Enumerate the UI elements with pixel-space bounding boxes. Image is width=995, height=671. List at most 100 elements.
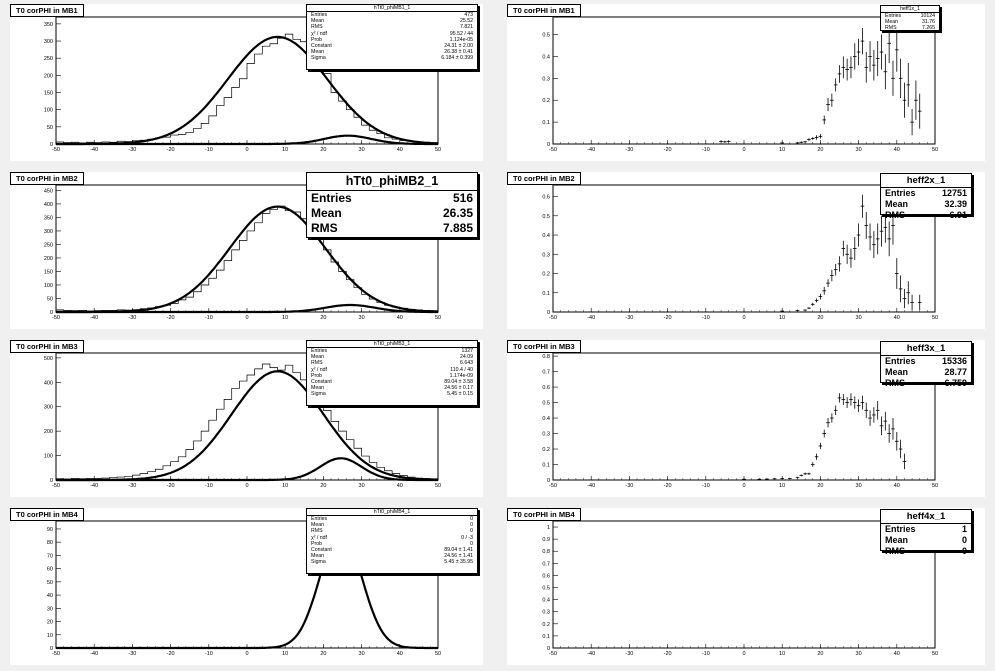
x-tick-label: 30 (856, 315, 862, 321)
data-point (807, 472, 811, 476)
y-tick-label: 0.7 (542, 561, 550, 567)
stats-value: 32.39 (944, 199, 967, 209)
y-tick-label: 0.1 (542, 463, 550, 469)
data-point (799, 141, 804, 144)
x-tick-label: 0 (245, 147, 248, 153)
x-tick-label: -50 (52, 483, 60, 489)
x-tick-label: 40 (397, 483, 403, 489)
data-point (917, 93, 922, 129)
x-tick-label: 20 (817, 483, 823, 489)
stats-value: 0 (470, 516, 473, 522)
x-tick-label: 40 (397, 651, 403, 657)
x-tick-label: 10 (779, 651, 785, 657)
x-tick-label: 10 (282, 315, 288, 321)
data-point (852, 236, 857, 261)
stats-label: Sigma (311, 391, 326, 398)
data-point (803, 309, 807, 311)
data-point (726, 140, 731, 143)
y-tick-label: 200 (44, 429, 53, 435)
chart-panel: -50 -40 -30 -20 -10 0 10 20 30 40 50 50 100 150 200 250… (10, 172, 483, 329)
y-tick-label: 0.5 (542, 401, 550, 407)
x-tick-label: -40 (587, 483, 595, 489)
x-tick-label: 50 (435, 147, 441, 153)
stats-label: Mean (311, 553, 324, 560)
x-tick-label: -10 (702, 315, 710, 321)
data-point (875, 223, 880, 255)
stats-value: 26.35 (442, 206, 473, 220)
stats-label: Constant (311, 43, 332, 50)
stats-value: 516 (452, 191, 473, 205)
data-point (765, 478, 769, 480)
chart-panel: -50 -40 -30 -20 -10 0 10 20 30 40 50 0.1 0.2 0.3 0.4 0.… (507, 4, 985, 161)
data-point (864, 52, 869, 83)
x-tick-label: 10 (779, 147, 785, 153)
y-tick-label: 0.1 (542, 291, 550, 297)
stats-box-title: hTt0_phiMB4_1 (307, 509, 477, 516)
data-point (852, 43, 857, 70)
data-point (818, 442, 823, 450)
data-point (788, 477, 792, 480)
stats-value: 1 (961, 524, 967, 534)
x-tick-label: -30 (128, 651, 136, 657)
fit-curve (56, 457, 438, 482)
data-point (841, 240, 846, 257)
y-tick-label: 0.3 (542, 76, 550, 82)
x-tick-label: 40 (894, 483, 900, 489)
y-tick-label: 0.6 (542, 573, 550, 579)
stats-row: Mean 24.56 ± 1.41 (307, 553, 477, 559)
x-tick-label: 30 (856, 651, 862, 657)
data-point (895, 27, 899, 72)
stats-value: 24.56 ± 1.41 (444, 553, 473, 560)
stats-label: Sigma (311, 55, 326, 62)
stats-label: Prob (311, 372, 322, 379)
stats-label: RMS (885, 25, 897, 32)
data-point (795, 142, 800, 144)
y-tick-label: 100 (44, 108, 53, 114)
data-point (780, 477, 784, 480)
data-point (837, 393, 842, 403)
panel-title: T0 corPHI in MB3 (507, 340, 581, 353)
x-tick-label: -20 (167, 147, 175, 153)
stats-row: Mean 26.35 (307, 206, 477, 221)
stats-row: χ² / ndf 0 / -3 (307, 535, 477, 541)
y-tick-label: 0 (50, 478, 53, 484)
data-point (830, 413, 834, 423)
y-tick-label: 350 (44, 215, 53, 221)
y-tick-label: 400 (44, 380, 53, 386)
stats-value: 110.4 / 40 (450, 366, 473, 373)
stats-box: heff1x_1 Entries 10124 Mean 31.76 RMS 7.265 (880, 5, 940, 31)
stats-row: RMS 6.91 (881, 210, 971, 221)
x-tick-label: 40 (894, 147, 900, 153)
x-tick-label: 30 (856, 147, 862, 153)
y-tick-label: 0.3 (542, 610, 550, 616)
data-point (810, 462, 815, 467)
data-point (902, 453, 907, 470)
stats-label: Mean (311, 18, 324, 25)
y-tick-label: 50 (47, 125, 53, 131)
chart-svg: -50 -40 -30 -20 -10 0 10 20 30 40 50 0.1 0.2 0.3 0.4 0.… (542, 16, 938, 153)
stats-label: Mean (311, 385, 324, 392)
chart-svg: -50 -40 -30 -20 -10 0 10 20 30 40 50 50 100 150 200 250… (44, 16, 441, 153)
data-point (891, 60, 895, 96)
stats-label: RMS (885, 546, 905, 556)
x-tick-label: 0 (742, 147, 745, 153)
stats-row: Entries 12751 (881, 188, 971, 199)
stats-row: Mean 28.77 (881, 367, 971, 378)
stats-label: Mean (885, 199, 909, 209)
chart-svg: -50 -40 -30 -20 -10 0 10 20 30 40 50 50 100 150 200 250… (44, 184, 441, 321)
data-point (780, 310, 784, 312)
stats-value: 0 (470, 522, 473, 529)
x-tick-label: -10 (205, 483, 213, 489)
stats-label: RMS (311, 360, 323, 367)
stats-value: 1.174e-09 (449, 372, 473, 379)
stats-row: Constant 24.31 ± 2.00 (307, 43, 477, 49)
x-tick-label: 20 (817, 147, 823, 153)
stats-row: Entries 0 (307, 516, 477, 522)
stats-label: Mean (885, 19, 898, 26)
stats-label: Entries (311, 516, 328, 522)
x-tick-label: -20 (167, 315, 175, 321)
stats-row: Mean 0 (307, 522, 477, 528)
stats-row: Mean 25.52 (307, 18, 477, 24)
stats-label: χ² / ndf (311, 30, 327, 37)
y-tick-label: 0.4 (542, 598, 550, 604)
